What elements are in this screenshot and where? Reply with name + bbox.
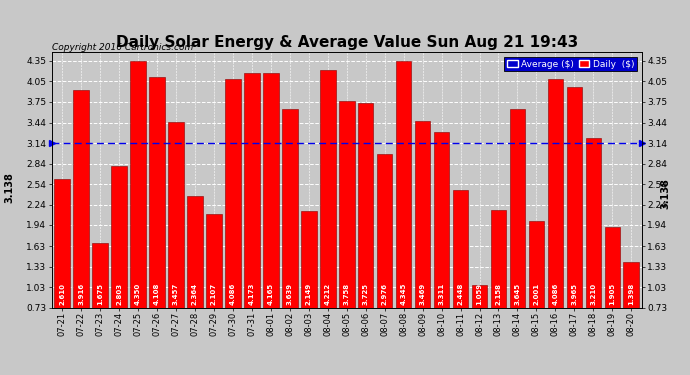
- Bar: [168, 122, 184, 357]
- Bar: [624, 262, 639, 357]
- Legend: Average ($), Daily  ($): Average ($), Daily ($): [504, 57, 637, 71]
- Text: 3.645: 3.645: [515, 284, 520, 306]
- Bar: [111, 166, 127, 357]
- Bar: [187, 196, 203, 357]
- Bar: [566, 87, 582, 357]
- Text: 3.457: 3.457: [173, 283, 179, 306]
- Text: Copyright 2016 Cartronics.com: Copyright 2016 Cartronics.com: [52, 43, 193, 52]
- Bar: [415, 121, 431, 357]
- Bar: [339, 101, 355, 357]
- Text: 1.675: 1.675: [97, 284, 103, 306]
- Text: 2.149: 2.149: [306, 283, 312, 306]
- Bar: [149, 77, 165, 357]
- Bar: [130, 61, 146, 357]
- Text: 4.086: 4.086: [230, 283, 236, 306]
- Text: 4.173: 4.173: [249, 283, 255, 306]
- Bar: [434, 132, 449, 357]
- Text: 1.059: 1.059: [477, 284, 482, 306]
- Text: 4.345: 4.345: [401, 283, 406, 306]
- Bar: [55, 179, 70, 357]
- Text: 2.448: 2.448: [457, 283, 464, 306]
- Text: 2.107: 2.107: [211, 284, 217, 306]
- Text: 2.803: 2.803: [116, 284, 122, 306]
- Bar: [548, 79, 563, 357]
- Bar: [73, 90, 89, 357]
- Bar: [92, 243, 108, 357]
- Text: 3.210: 3.210: [591, 284, 596, 306]
- Bar: [491, 210, 506, 357]
- Text: 4.108: 4.108: [154, 283, 160, 306]
- Bar: [225, 79, 241, 357]
- Bar: [604, 227, 620, 357]
- Bar: [320, 70, 335, 357]
- Text: 3.469: 3.469: [420, 283, 426, 306]
- Bar: [529, 221, 544, 357]
- Bar: [586, 138, 601, 357]
- Text: 2.001: 2.001: [533, 284, 540, 306]
- Bar: [263, 73, 279, 357]
- Text: 3.311: 3.311: [439, 283, 444, 306]
- Bar: [358, 103, 373, 357]
- Text: 1.905: 1.905: [609, 284, 615, 306]
- Text: 4.165: 4.165: [268, 284, 274, 306]
- Bar: [510, 109, 525, 357]
- Text: 2.610: 2.610: [59, 284, 65, 306]
- Text: 3.725: 3.725: [363, 284, 368, 306]
- Text: 3.916: 3.916: [78, 284, 84, 306]
- Text: 2.976: 2.976: [382, 284, 388, 306]
- Text: 1.398: 1.398: [629, 283, 634, 306]
- Text: 4.086: 4.086: [553, 283, 558, 306]
- Bar: [377, 154, 393, 357]
- Bar: [301, 211, 317, 357]
- Bar: [472, 285, 487, 357]
- Title: Daily Solar Energy & Average Value Sun Aug 21 19:43: Daily Solar Energy & Average Value Sun A…: [116, 35, 578, 50]
- Bar: [244, 73, 259, 357]
- Text: 3.138: 3.138: [661, 178, 671, 209]
- Text: 2.158: 2.158: [495, 284, 502, 306]
- Text: 4.212: 4.212: [325, 284, 331, 306]
- Bar: [453, 190, 469, 357]
- Bar: [396, 61, 411, 357]
- Text: 4.350: 4.350: [135, 283, 141, 306]
- Text: 3.965: 3.965: [571, 284, 578, 306]
- Bar: [282, 109, 297, 357]
- Bar: [206, 214, 221, 357]
- Text: 3.138: 3.138: [4, 172, 14, 203]
- Text: 3.639: 3.639: [287, 284, 293, 306]
- Text: 2.364: 2.364: [192, 284, 198, 306]
- Text: 3.758: 3.758: [344, 284, 350, 306]
